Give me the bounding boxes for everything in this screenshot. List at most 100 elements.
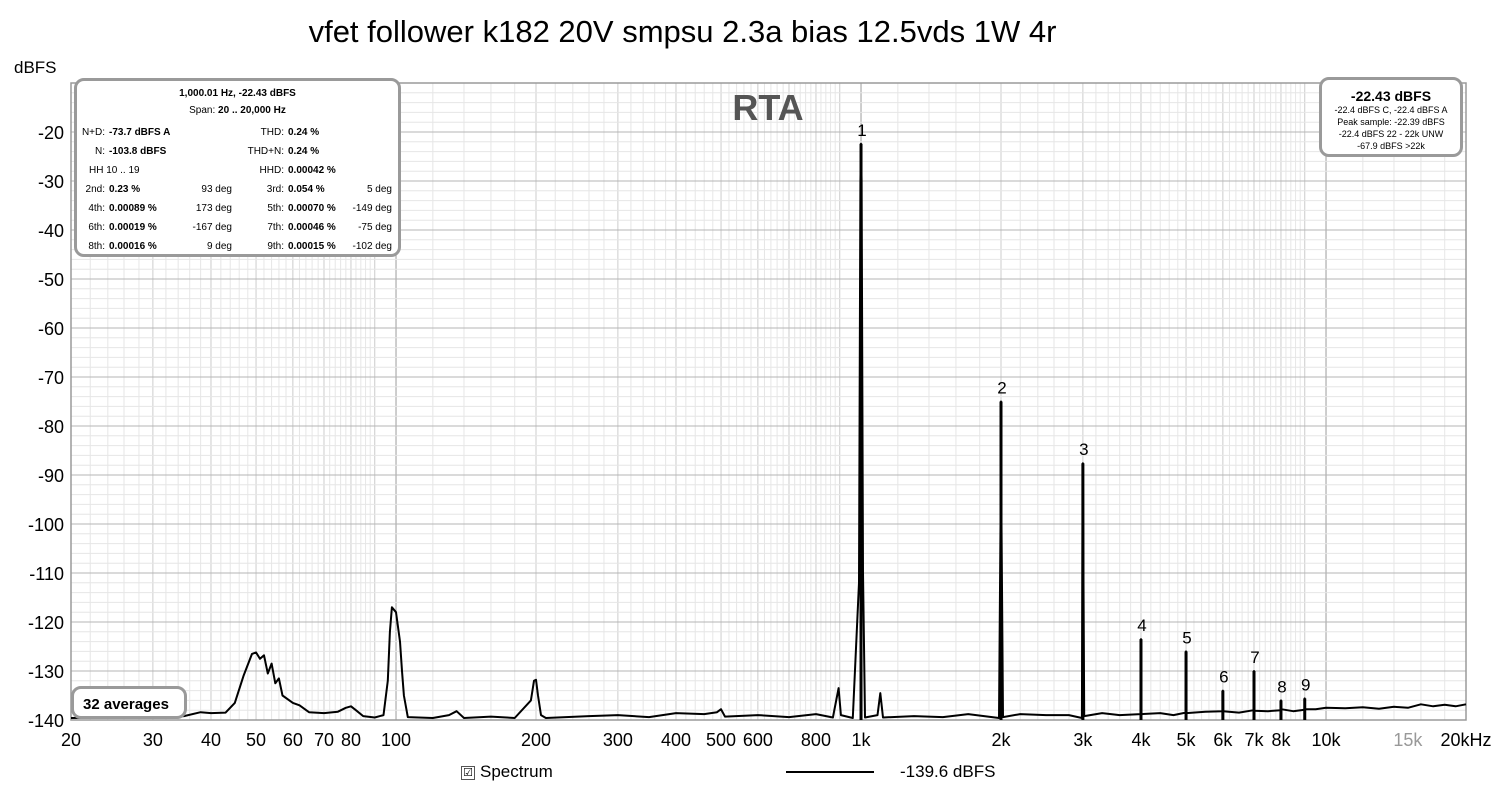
stat-phase: 173 deg — [195, 203, 232, 214]
stat-label: N+D: — [81, 127, 105, 138]
stat-value: HH 10 .. 19 — [89, 165, 140, 176]
y-tick-label: -120 — [28, 613, 64, 633]
stat-label: 5th: — [267, 203, 284, 214]
stat-label: 2nd: — [85, 184, 105, 195]
stats-span: Span: 20 .. 20,000 Hz — [77, 105, 398, 116]
x-tick-label: 100 — [381, 730, 411, 750]
harmonic-label: 3 — [1079, 440, 1088, 459]
x-tick-label: 400 — [661, 730, 691, 750]
harmonic-label: 9 — [1301, 675, 1310, 694]
stat-label: 9th: — [267, 241, 284, 252]
x-tick-label: 7k — [1244, 730, 1264, 750]
peak-line: -67.9 dBFS >22k — [1357, 141, 1425, 151]
stat-phase: 93 deg — [201, 184, 232, 195]
averages-badge: 32 averages — [71, 686, 187, 719]
x-tick-label: 20kHz — [1440, 730, 1491, 750]
stat-value: 0.23 % — [109, 184, 141, 195]
harmonic-label: 8 — [1277, 677, 1286, 696]
stat-label: HHD: — [259, 165, 284, 176]
x-tick-label: 3k — [1073, 730, 1093, 750]
y-tick-label: -30 — [38, 172, 64, 192]
x-tick-label: 80 — [341, 730, 361, 750]
spectrum-trace — [70, 142, 1467, 720]
legend-item-spectrum[interactable]: ☑ Spectrum — [461, 762, 553, 782]
y-tick-label: -130 — [28, 662, 64, 682]
stat-label: 8th: — [88, 241, 105, 252]
x-tick-label: 70 — [314, 730, 334, 750]
x-tick-label: 600 — [743, 730, 773, 750]
stat-label: THD+N: — [247, 146, 284, 157]
x-tick-label: 500 — [706, 730, 736, 750]
harmonic-label: 4 — [1137, 616, 1146, 635]
y-tick-label: -110 — [29, 564, 64, 584]
y-tick-label: -90 — [38, 466, 64, 486]
peak-value: -22.43 dBFS — [1350, 88, 1432, 104]
harmonic-label: 2 — [997, 379, 1006, 398]
stats-header: 1,000.01 Hz, -22.43 dBFS — [179, 88, 296, 99]
legend-line-swatch — [786, 771, 874, 773]
x-tick-label: 5k — [1177, 730, 1197, 750]
stats-row: 8th: 0.00016 % 9 deg 9th: 0.00015 % -102 deg — [77, 241, 398, 255]
stat-value: 0.054 % — [288, 184, 325, 195]
stats-row: N: -103.8 dBFS THD+N: 0.24 % — [77, 146, 398, 160]
y-tick-label: -50 — [38, 270, 64, 290]
stat-value: 0.00042 % — [288, 165, 336, 176]
x-tick-label: 30 — [143, 730, 163, 750]
stat-label: 4th: — [88, 203, 105, 214]
y-tick-label: -100 — [28, 515, 64, 535]
harmonic-labels: 1 2 3 4 5 6 78 9 — [857, 121, 1310, 697]
stat-phase: 5 deg — [366, 184, 392, 195]
stat-value: 0.00015 % — [288, 241, 336, 252]
peak-line: -22.4 dBFS 22 - 22k UNW — [1338, 129, 1444, 139]
peak-level-panel: -22.43 dBFS -22.4 dBFS C, -22.4 dBFS A P… — [1319, 77, 1463, 157]
harmonic-label: 7 — [1250, 648, 1259, 667]
span-value: 20 .. 20,000 Hz — [218, 105, 286, 116]
y-tick-label: -140 — [28, 711, 64, 731]
x-tick-label: 60 — [283, 730, 303, 750]
stat-phase: 9 deg — [206, 241, 232, 252]
legend-series-name: Spectrum — [480, 762, 553, 781]
x-tick-label: 8k — [1271, 730, 1291, 750]
stat-value: 0.00070 % — [288, 203, 336, 214]
rta-watermark: RTA — [732, 87, 803, 128]
stat-value: 0.00016 % — [109, 241, 157, 252]
stats-row: N+D: -73.7 dBFS A THD: 0.24 % — [77, 127, 398, 141]
span-label: Span: — [189, 105, 216, 116]
x-tick-label: 200 — [521, 730, 551, 750]
stat-label: 6th: — [88, 222, 105, 233]
stats-row: 6th: 0.00019 % -167 deg 7th: 0.00046 % -75 de… — [77, 222, 398, 236]
x-tick-label: 40 — [201, 730, 221, 750]
y-axis-label: dBFS — [14, 58, 57, 77]
axis-ticks: -20 -30 -40 -50 -60 -70 -80 -90 -100 -110 -120 -130… — [28, 123, 1492, 750]
y-tick-label: -80 — [38, 417, 64, 437]
x-tick-label: 50 — [246, 730, 266, 750]
peak-line: -22.4 dBFS C, -22.4 dBFS A — [1334, 105, 1448, 115]
stat-value: -73.7 dBFS A — [109, 127, 171, 138]
stat-value: -103.8 dBFS — [109, 146, 167, 157]
stat-label: 7th: — [267, 222, 284, 233]
stat-phase: -167 deg — [192, 222, 232, 233]
x-tick-label: 2k — [991, 730, 1011, 750]
x-tick-label: 300 — [603, 730, 633, 750]
stat-label: N: — [95, 146, 105, 157]
plot-frame — [70, 82, 1467, 721]
y-tick-label: -40 — [38, 221, 64, 241]
x-tick-label: 800 — [801, 730, 831, 750]
chart-title: vfet follower k182 20V smpsu 2.3a bias 1… — [308, 14, 1057, 49]
stat-value: 0.00089 % — [109, 203, 157, 214]
legend-value: -139.6 dBFS — [900, 762, 996, 781]
x-tick-label: 4k — [1131, 730, 1151, 750]
x-tick-label: 20 — [61, 730, 81, 750]
stat-phase: -75 deg — [358, 222, 392, 233]
x-tick-label: 1k — [852, 730, 872, 750]
checkbox-icon[interactable]: ☑ — [461, 766, 475, 780]
stats-row: HH 10 .. 19 HHD: 0.00042 % — [77, 165, 398, 179]
x-tick-label: 15k — [1393, 730, 1423, 750]
stat-phase: -149 deg — [352, 203, 392, 214]
y-tick-label: -20 — [38, 123, 64, 143]
stat-value: 0.24 % — [288, 146, 320, 157]
stats-row: 2nd: 0.23 % 93 deg 3rd: 0.054 % 5 deg — [77, 184, 398, 198]
stat-value: 0.00046 % — [288, 222, 336, 233]
stat-phase: -102 deg — [352, 241, 392, 252]
harmonic-label: 1 — [857, 121, 866, 140]
